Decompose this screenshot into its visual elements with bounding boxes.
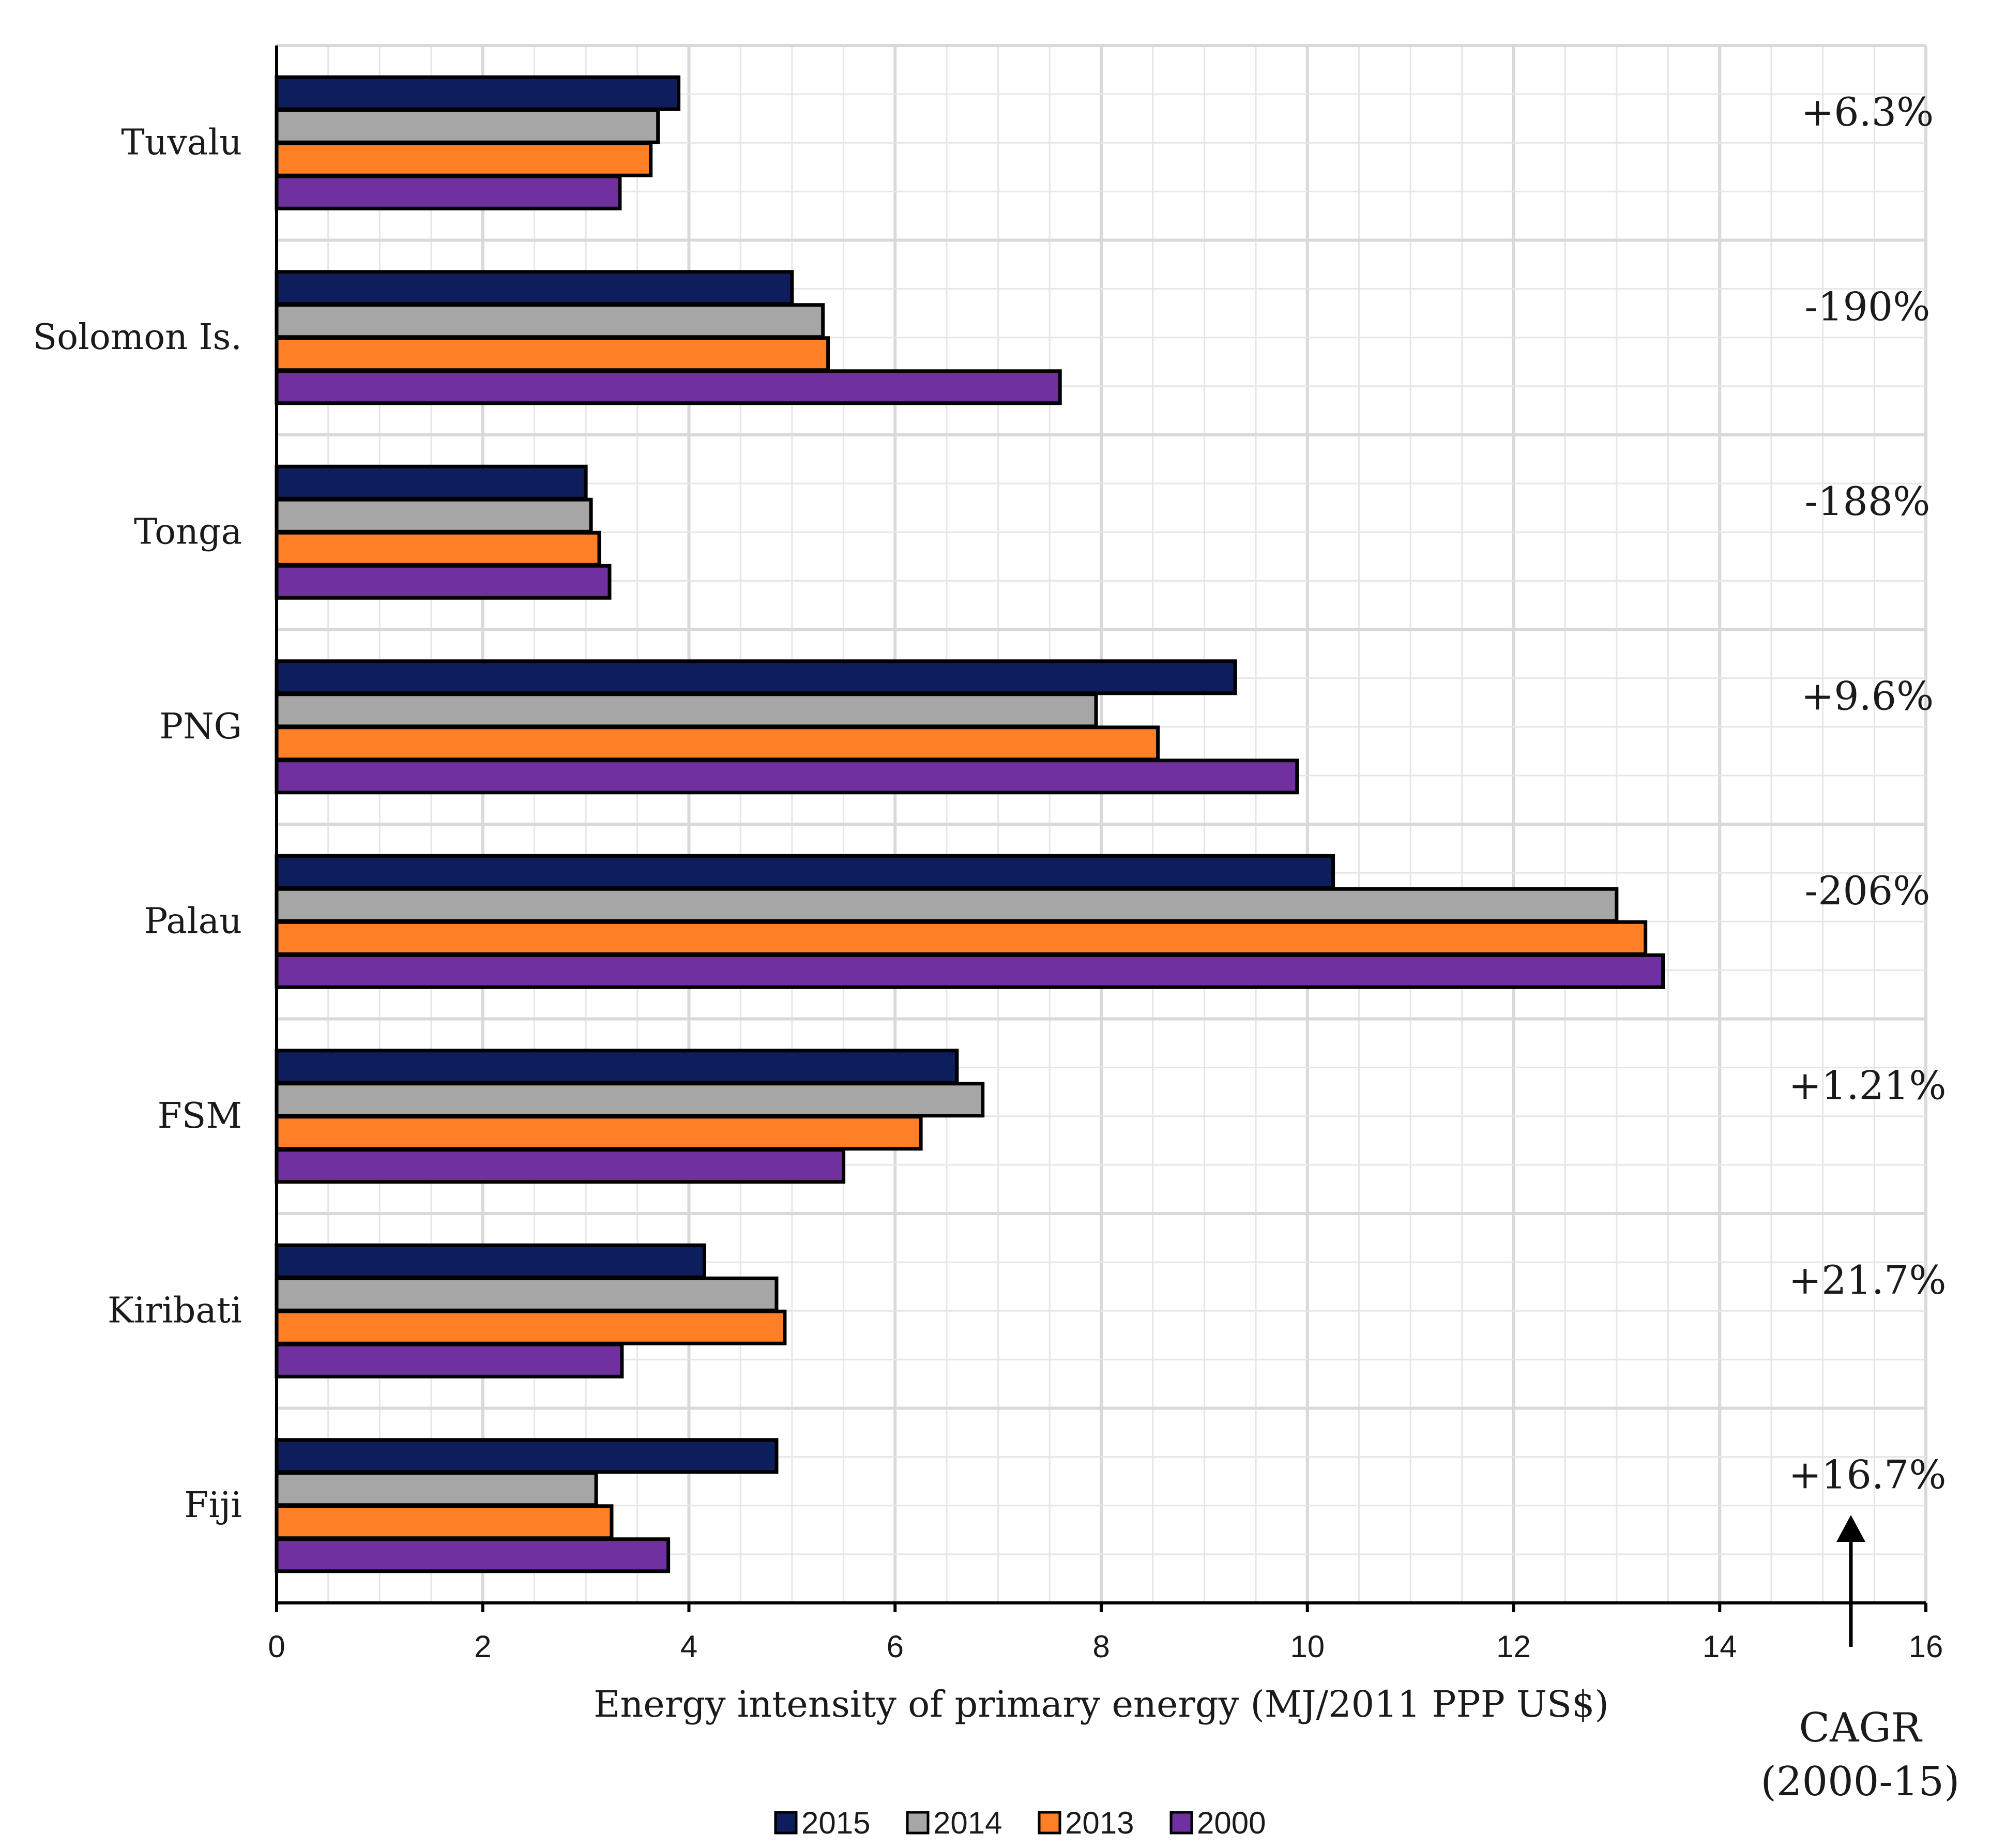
bar-tonga-2000: [275, 564, 612, 600]
category-label: Tuvalu: [121, 122, 242, 163]
cagr-label: +9.6%: [1801, 673, 1934, 719]
category-label: Kiribati: [108, 1290, 242, 1331]
x-tick-label: 12: [1496, 1629, 1531, 1664]
cagr-title-line2: (2000-15): [1761, 1759, 1960, 1805]
bar-palau-2000: [275, 953, 1665, 989]
legend-swatch-2013: [1038, 1811, 1061, 1835]
cagr-label: +6.3%: [1801, 89, 1934, 135]
bar-fiji-2013: [275, 1504, 614, 1540]
legend-swatch-2014: [906, 1811, 930, 1835]
category-label: Tonga: [134, 511, 242, 552]
legend-label-2015: 2015: [801, 1806, 870, 1840]
bar-solomon-is-2014: [275, 303, 825, 339]
cagr-label: -188%: [1805, 478, 1931, 524]
bar-fsm-2014: [275, 1082, 985, 1118]
bar-tonga-2013: [275, 531, 601, 567]
category-label: FSM: [158, 1096, 242, 1137]
bar-kiribati-2014: [275, 1276, 779, 1312]
bar-fsm-2015: [275, 1049, 959, 1085]
x-tick-label: 2: [474, 1629, 491, 1664]
bar-png-2000: [275, 759, 1299, 795]
category-labels: Tuvalu Solomon Is. Tonga PNG Palau FSM Kiribat…: [33, 122, 242, 1526]
bar-fiji-2000: [275, 1537, 671, 1573]
category-label: Solomon Is.: [33, 317, 242, 358]
cagr-label: +16.7%: [1788, 1452, 1946, 1498]
axes: [275, 46, 1927, 1612]
bar-solomon-is-2000: [275, 369, 1062, 405]
x-tick-label: 8: [1092, 1629, 1110, 1664]
x-axis-title: Energy intensity of primary energy (MJ/2…: [594, 1683, 1609, 1725]
category-label: Palau: [144, 901, 242, 942]
bars: [275, 75, 1665, 1573]
bar-fiji-2014: [275, 1471, 598, 1507]
bar-tonga-2014: [275, 497, 593, 534]
x-tick-label: 16: [1909, 1629, 1943, 1664]
bar-palau-2013: [275, 920, 1648, 956]
bar-palau-2014: [275, 887, 1619, 923]
bar-tuvalu-2014: [275, 108, 660, 144]
bar-kiribati-2013: [275, 1309, 787, 1345]
bar-tuvalu-2015: [275, 75, 681, 111]
bar-fsm-2000: [275, 1148, 846, 1184]
bar-tuvalu-2013: [275, 141, 653, 177]
bar-solomon-is-2015: [275, 270, 794, 306]
bar-fsm-2013: [275, 1115, 923, 1151]
cagr-labels: +6.3% -190% -188% +9.6% -206% +1.21% +21.7% +16…: [1788, 89, 1946, 1498]
legend-swatch-2015: [774, 1811, 798, 1835]
bar-kiribati-2000: [275, 1342, 624, 1379]
bar-tonga-2015: [275, 464, 588, 501]
bar-png-2015: [275, 659, 1237, 695]
bar-png-2014: [275, 692, 1098, 729]
category-label: Fiji: [184, 1485, 242, 1526]
bar-solomon-is-2013: [275, 336, 830, 372]
arrow-head-icon: [1836, 1515, 1865, 1542]
legend-label-2014: 2014: [933, 1806, 1002, 1840]
category-label: PNG: [159, 706, 242, 747]
cagr-label: +1.21%: [1788, 1063, 1946, 1109]
legend-label-2000: 2000: [1197, 1806, 1266, 1840]
legend: 2015 2014 2013 2000: [774, 1806, 1266, 1840]
cagr-title-line1: CAGR: [1799, 1705, 1922, 1751]
bar-fiji-2015: [275, 1438, 779, 1474]
legend-swatch-2000: [1169, 1811, 1193, 1835]
x-tick-label: 4: [680, 1629, 697, 1664]
x-tick-label: 6: [887, 1629, 904, 1664]
bar-palau-2015: [275, 854, 1335, 890]
x-tick-label: 14: [1703, 1629, 1737, 1664]
bar-kiribati-2015: [275, 1243, 706, 1279]
cagr-label: -206%: [1805, 868, 1931, 914]
cagr-arrow: [1836, 1515, 1865, 1647]
x-tick-label: 0: [268, 1629, 285, 1664]
bar-tuvalu-2000: [275, 174, 622, 210]
cagr-label: +21.7%: [1788, 1257, 1946, 1303]
cagr-label: -190%: [1805, 284, 1931, 330]
x-tick-labels: 0 2 4 6 8 10 12 14 16: [268, 1629, 1943, 1664]
legend-label-2013: 2013: [1065, 1806, 1134, 1840]
bar-png-2013: [275, 725, 1160, 762]
x-tick-label: 10: [1290, 1629, 1325, 1664]
